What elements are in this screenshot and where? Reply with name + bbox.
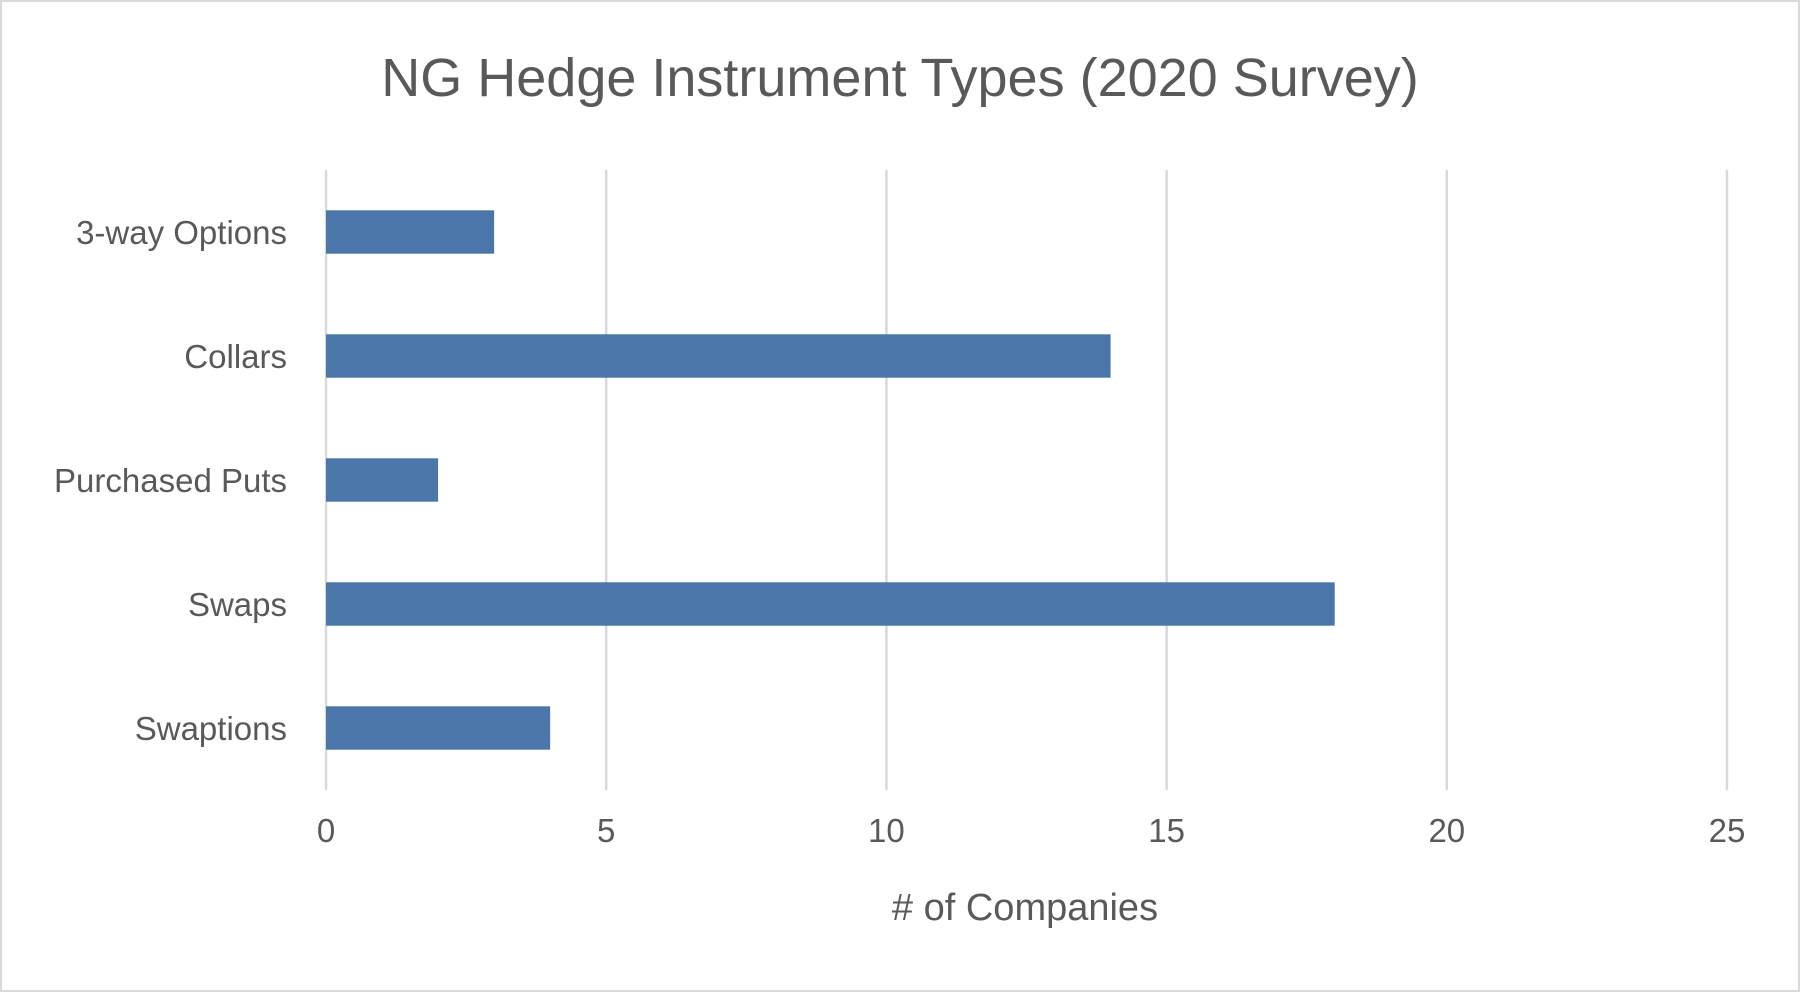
x-tick-label: 15 [1148, 812, 1185, 849]
x-axis-label: # of Companies [892, 887, 1158, 929]
x-tick-label: 0 [317, 812, 335, 849]
category-label: 3-way Options [76, 214, 287, 251]
x-tick-label: 10 [868, 812, 905, 849]
bar-collars [326, 334, 1111, 378]
bars [326, 210, 1335, 750]
category-label: Swaps [188, 586, 287, 623]
gridlines [324, 170, 1729, 790]
category-label: Purchased Puts [54, 462, 287, 499]
x-tick-labels: 0 5 10 15 20 25 [317, 812, 1746, 849]
bar-3-way-options [326, 210, 495, 254]
x-tick-label: 20 [1428, 812, 1465, 849]
x-tick-label: 5 [597, 812, 615, 849]
bar-swaps [326, 582, 1335, 626]
x-tick-label: 25 [1709, 812, 1746, 849]
category-label: Swaptions [135, 710, 287, 747]
category-labels: 3-way Options Collars Purchased Puts Swaps S… [54, 214, 287, 747]
chart-title: NG Hedge Instrument Types (2020 Survey) [381, 48, 1419, 108]
category-label: Collars [184, 338, 287, 375]
bar-swaptions [326, 706, 551, 750]
bar-purchased-puts [326, 458, 439, 502]
